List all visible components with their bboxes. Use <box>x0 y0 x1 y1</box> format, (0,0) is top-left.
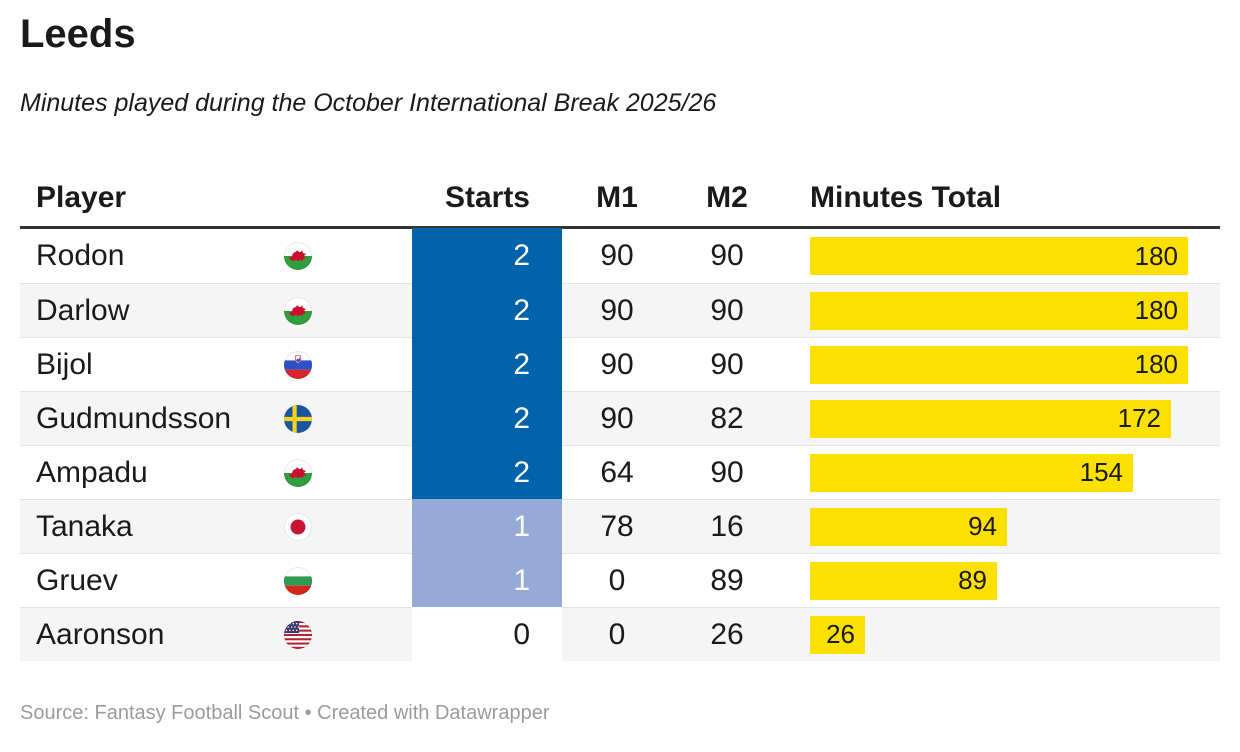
minutes-total-value: 180 <box>1134 240 1178 271</box>
player-name: Rodon <box>36 239 125 272</box>
chart-title: Leeds <box>20 12 136 56</box>
m1-value: 0 <box>608 617 626 651</box>
minutes-total-bar: 89 <box>810 561 997 600</box>
flag-wales-icon <box>284 458 312 487</box>
player-cell: Tanaka <box>20 500 412 553</box>
table-row: Gruev 1 0 89 89 <box>20 553 1220 608</box>
minutes-total-cell: 26 <box>810 608 1220 661</box>
table-row: Rodon 2 90 90 180 <box>20 228 1220 283</box>
minutes-total-cell: 94 <box>810 500 1220 553</box>
column-header-starts: Starts <box>444 181 530 214</box>
minutes-total-cell: 180 <box>810 338 1220 391</box>
column-header-m2: M2 <box>706 181 748 214</box>
m2-value: 90 <box>710 347 744 381</box>
chart-subtitle: Minutes played during the October Intern… <box>20 89 717 117</box>
table-row: Aaronson 0 0 26 26 <box>20 607 1220 662</box>
minutes-total-value: 26 <box>826 619 855 649</box>
source-attribution: Source: Fantasy Football Scout • Created… <box>20 702 550 724</box>
flag-usa-icon <box>284 620 312 649</box>
player-cell: Aaronson <box>20 608 412 661</box>
m2-value: 26 <box>710 617 744 651</box>
table-body: Rodon 2 90 90 180 Darlow 2 90 90 180 Bij… <box>20 228 1220 662</box>
minutes-total-bar: 180 <box>810 291 1188 330</box>
player-cell: Ampadu <box>20 446 412 499</box>
starts-value: 0 <box>412 607 562 662</box>
starts-value: 2 <box>412 391 562 446</box>
m2-value: 90 <box>710 455 744 489</box>
player-cell: Rodon <box>20 229 412 283</box>
minutes-total-bar: 180 <box>810 345 1188 384</box>
players-table: Player Starts M1 M2 Minutes Total Rodon … <box>20 170 1220 662</box>
starts-value: 2 <box>412 445 562 500</box>
flag-slovenia-icon <box>284 350 312 379</box>
m1-value: 64 <box>600 455 634 489</box>
m1-value: 0 <box>608 563 626 597</box>
player-name: Ampadu <box>36 455 148 489</box>
minutes-total-cell: 180 <box>810 229 1220 283</box>
column-header-player: Player <box>36 181 127 214</box>
minutes-total-value: 172 <box>1117 403 1161 433</box>
table-row: Bijol 2 90 90 180 <box>20 337 1220 392</box>
player-name: Aaronson <box>36 617 165 651</box>
m1-value: 78 <box>600 509 634 543</box>
flag-bulgaria-icon <box>284 566 312 595</box>
player-name: Gruev <box>36 563 118 597</box>
minutes-total-value: 180 <box>1134 349 1178 379</box>
player-name: Darlow <box>36 293 130 327</box>
minutes-total-bar: 94 <box>810 507 1007 546</box>
m2-value: 16 <box>710 509 744 543</box>
m2-value: 90 <box>710 293 744 327</box>
flag-wales-icon <box>284 242 312 270</box>
minutes-total-cell: 154 <box>810 446 1220 499</box>
minutes-total-bar: 154 <box>810 453 1133 492</box>
flag-wales-icon <box>284 296 312 325</box>
player-cell: Gruev <box>20 554 412 607</box>
minutes-total-value: 94 <box>968 511 997 541</box>
table-row: Darlow 2 90 90 180 <box>20 283 1220 338</box>
minutes-total-cell: 172 <box>810 392 1220 445</box>
player-name: Tanaka <box>36 509 133 543</box>
starts-value: 1 <box>412 553 562 608</box>
table-header-row: Player Starts M1 M2 Minutes Total <box>20 170 1220 229</box>
m1-value: 90 <box>600 239 634 272</box>
table-row: Ampadu 2 64 90 154 <box>20 445 1220 500</box>
table-row: Tanaka 1 78 16 94 <box>20 499 1220 554</box>
minutes-total-value: 180 <box>1134 295 1178 325</box>
starts-value: 2 <box>412 228 562 283</box>
player-name: Bijol <box>36 347 93 381</box>
minutes-total-bar: 180 <box>810 237 1188 275</box>
m1-value: 90 <box>600 293 634 327</box>
m2-value: 89 <box>710 563 744 597</box>
m1-value: 90 <box>600 347 634 381</box>
player-name: Gudmundsson <box>36 401 232 435</box>
player-cell: Bijol <box>20 338 412 391</box>
column-header-m1: M1 <box>596 181 638 214</box>
flag-sweden-icon <box>284 404 312 433</box>
starts-value: 2 <box>412 283 562 338</box>
minutes-total-value: 154 <box>1079 457 1123 487</box>
table-row: Gudmundsson 2 90 82 172 <box>20 391 1220 446</box>
column-header-minutes-total: Minutes Total <box>810 181 1002 214</box>
flag-japan-icon <box>284 512 312 541</box>
minutes-total-value: 89 <box>958 565 987 595</box>
player-cell: Darlow <box>20 284 412 337</box>
m1-value: 90 <box>600 401 634 435</box>
starts-value: 2 <box>412 337 562 392</box>
m2-value: 90 <box>710 239 744 272</box>
player-cell: Gudmundsson <box>20 392 412 445</box>
minutes-total-bar: 172 <box>810 399 1171 438</box>
minutes-total-cell: 89 <box>810 554 1220 607</box>
starts-value: 1 <box>412 499 562 554</box>
minutes-total-bar: 26 <box>810 615 865 654</box>
m2-value: 82 <box>710 401 744 435</box>
minutes-total-cell: 180 <box>810 284 1220 337</box>
